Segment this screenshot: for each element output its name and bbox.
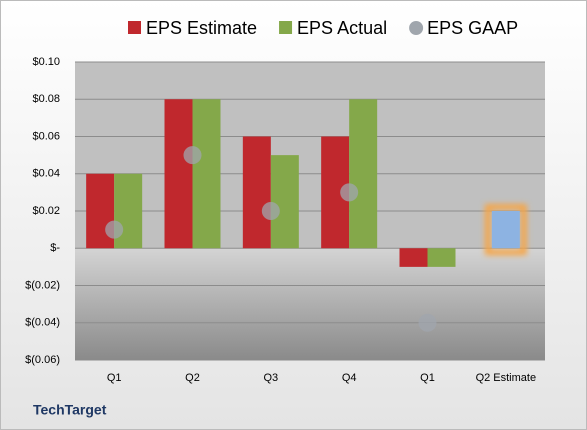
y-tick-label: $0.08 [32, 93, 60, 105]
x-tick-label: Q4 [342, 372, 357, 384]
bar [164, 99, 193, 249]
y-tick-label: $0.04 [32, 168, 60, 180]
y-tick-label: $0.06 [32, 130, 60, 142]
plot-area [75, 62, 545, 249]
bar [491, 211, 520, 249]
plot-area-negative [75, 248, 545, 360]
y-tick-label: $(0.02) [25, 279, 60, 291]
legend-label: EPS GAAP [427, 18, 518, 38]
x-tick-label: Q2 [185, 372, 200, 384]
bar [192, 99, 221, 249]
x-tick-label: Q2 Estimate [476, 372, 537, 384]
bar [427, 248, 456, 267]
bar [242, 136, 271, 249]
gaap-dot [183, 146, 202, 165]
y-tick-label: $(0.06) [25, 354, 60, 366]
bar [399, 248, 428, 267]
gaap-dot [105, 220, 124, 239]
x-tick-label: Q1 [107, 372, 122, 384]
gaap-dot [261, 202, 280, 220]
x-tick-label: Q1 [420, 372, 435, 384]
y-tick-label: $0.10 [32, 56, 60, 68]
legend-marker [409, 21, 424, 35]
gaap-dot [418, 313, 437, 332]
bar [349, 99, 378, 249]
legend-label: EPS Estimate [146, 18, 257, 38]
legend-marker [128, 21, 141, 34]
gaap-dot [340, 183, 359, 202]
y-tick-label: $(0.04) [25, 317, 60, 329]
bar [270, 155, 299, 249]
x-tick-label: Q3 [263, 372, 278, 384]
legend-marker [279, 21, 293, 34]
source: TechTarget [33, 402, 107, 418]
y-tick-label: $0.02 [32, 205, 60, 217]
legend-label: EPS Actual [297, 18, 387, 38]
y-tick-label: $- [50, 242, 60, 254]
bar-glow [484, 204, 527, 256]
